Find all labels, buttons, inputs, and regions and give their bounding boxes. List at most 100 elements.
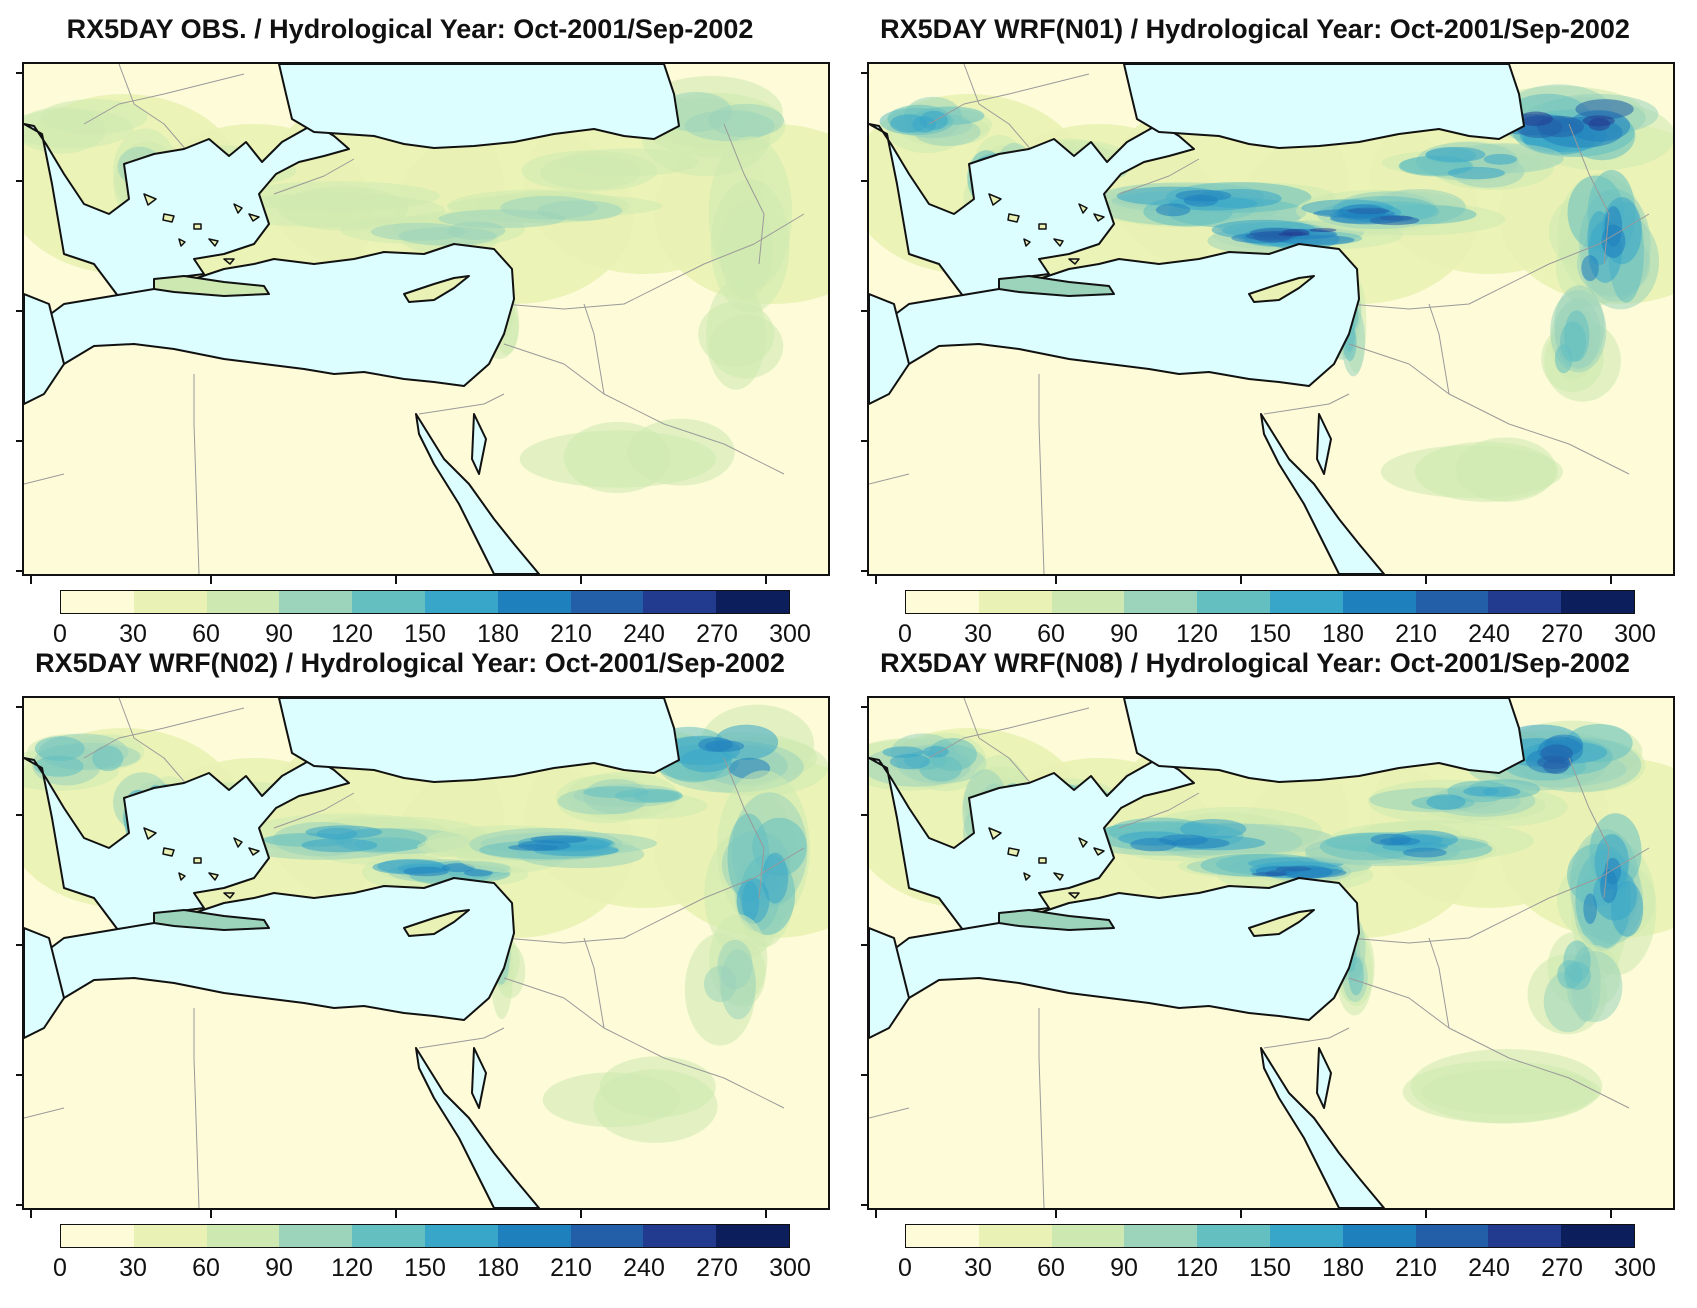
precip-cell <box>301 838 378 853</box>
colorbar-tick-label: 180 <box>477 620 519 648</box>
precip-cell <box>34 736 85 762</box>
map-area <box>22 62 830 576</box>
precip-cell <box>928 737 977 771</box>
aegean-island <box>1078 203 1088 214</box>
colorbar-tick-label: 240 <box>623 620 665 648</box>
precip-cell <box>1447 166 1505 180</box>
colorbar-tick-label: 210 <box>550 620 592 648</box>
aegean-island <box>143 193 157 206</box>
country-border <box>83 73 245 125</box>
precip-cell <box>627 418 735 486</box>
colorbar <box>905 590 1635 614</box>
country-border <box>1263 1027 1350 1049</box>
aegean-island <box>1023 238 1031 247</box>
country-border <box>1568 757 1610 899</box>
precip-cell <box>1604 205 1623 248</box>
colorbar-tick-label: 300 <box>769 1254 811 1282</box>
colorbar-segment <box>206 591 280 613</box>
country-border <box>928 707 1090 759</box>
precip-cell <box>1425 146 1486 163</box>
colorbar-segment <box>1342 591 1416 613</box>
colorbar <box>60 1224 790 1248</box>
precip-cell <box>403 866 449 877</box>
aegean-island <box>143 827 157 840</box>
precip-cell <box>1180 818 1247 840</box>
colorbar-segment <box>1269 1225 1343 1247</box>
colorbar-tick-label: 60 <box>192 1254 220 1282</box>
colorbar-segment <box>61 591 134 613</box>
aegean-island <box>1038 223 1047 230</box>
colorbar-segment <box>1415 591 1489 613</box>
colorbar-segment <box>279 591 353 613</box>
precip-cell <box>1610 881 1644 937</box>
colorbar-tick-label: 90 <box>1110 1254 1138 1282</box>
precip-cell <box>1604 857 1622 885</box>
colorbar-segment <box>643 1225 717 1247</box>
aegean-island <box>1093 847 1105 856</box>
country-border <box>1428 303 1450 395</box>
country-border <box>418 1027 505 1049</box>
colorbar-tick-label: 0 <box>898 1254 912 1282</box>
precip-cell <box>698 301 775 367</box>
precip-cell <box>1414 441 1558 502</box>
colorbar-segment <box>1269 591 1343 613</box>
colorbar-tick-label: 180 <box>477 1254 519 1282</box>
colorbar-tick-label: 30 <box>119 1254 147 1282</box>
country-border <box>273 158 355 195</box>
precip-cell <box>1251 872 1286 877</box>
precip-cell <box>1483 153 1518 165</box>
country-border <box>869 473 910 485</box>
colorbar-segment <box>1051 1225 1125 1247</box>
colorbar-tick-label: 150 <box>1249 620 1291 648</box>
colorbar-tick-label: 270 <box>1541 1254 1583 1282</box>
precip-cell <box>1183 194 1218 207</box>
colorbar-tick-label: 60 <box>192 620 220 648</box>
country-border <box>928 73 1090 125</box>
black-sea <box>278 64 680 149</box>
colorbar-segment <box>497 591 571 613</box>
colorbar-tick-label: 180 <box>1322 1254 1364 1282</box>
mediterranean-sea <box>24 243 515 395</box>
precip-cell <box>1421 1068 1601 1115</box>
country-border <box>1348 213 1650 310</box>
colorbar-segment <box>1561 1225 1634 1247</box>
red-sea <box>1260 1047 1385 1208</box>
aegean-island <box>1053 238 1064 247</box>
colorbar-tick-label: 120 <box>331 620 373 648</box>
precip-cell <box>717 939 753 990</box>
colorbar-tick-label: 270 <box>696 620 738 648</box>
crete-island <box>153 275 270 297</box>
colorbar-tick-label: 300 <box>1614 620 1656 648</box>
aegean-island <box>248 213 260 222</box>
colorbar-tick-label: 0 <box>898 620 912 648</box>
colorbar-labels: 0 30 60 90 120 150 180 210 240 270 300 <box>53 620 811 650</box>
precip-cell <box>398 226 497 246</box>
precip-cell <box>463 869 493 877</box>
precip-cell <box>1309 228 1337 233</box>
colorbar-segment <box>1342 1225 1416 1247</box>
colorbar-segment <box>978 591 1052 613</box>
country-border <box>503 213 805 310</box>
colorbar-tick-label: 210 <box>1395 620 1437 648</box>
western-sea <box>24 927 65 1039</box>
map-area <box>867 696 1675 1210</box>
colorbar-labels: 0 30 60 90 120 150 180 210 240 270 300 <box>898 620 1656 650</box>
gulf-of-aqaba <box>471 413 487 475</box>
country-border <box>963 64 1040 160</box>
aegean-island <box>178 238 186 247</box>
colorbar-tick-label: 90 <box>265 620 293 648</box>
country-border <box>118 698 195 794</box>
colorbar-segment <box>424 1225 498 1247</box>
crete-island <box>153 909 270 931</box>
country-border <box>193 1008 200 1208</box>
colorbar-tick-label: 300 <box>1614 1254 1656 1282</box>
black-sea <box>1123 64 1525 149</box>
country-border <box>24 473 65 485</box>
gulf-of-aqaba <box>471 1047 487 1109</box>
cyprus-island <box>1248 909 1315 937</box>
precip-cell <box>1278 234 1355 245</box>
country-border <box>1348 343 1630 475</box>
aegean-island <box>1007 213 1020 223</box>
colorbar <box>60 590 790 614</box>
country-border <box>1348 977 1630 1109</box>
